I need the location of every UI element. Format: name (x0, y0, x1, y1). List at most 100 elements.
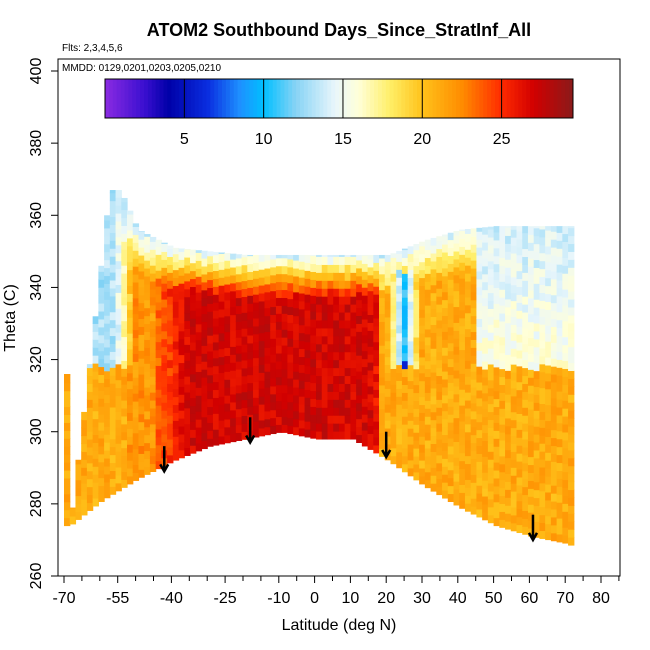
heatmap-cell (430, 276, 437, 286)
heatmap-cell (482, 408, 489, 418)
heatmap-cell (155, 333, 162, 343)
heatmap-cell (161, 275, 168, 284)
heatmap-cell (167, 415, 174, 424)
heatmap-cell (207, 366, 214, 376)
heatmap-cell (109, 462, 117, 471)
heatmap-cell (447, 485, 455, 495)
heatmap-cell (144, 355, 151, 364)
heatmap-cell (562, 328, 569, 338)
heatmap-cell (470, 299, 478, 309)
heatmap-cell (115, 387, 122, 397)
heatmap-cell (190, 397, 197, 407)
heatmap-cell (298, 300, 306, 310)
heatmap-cell (413, 416, 420, 425)
heatmap-cell (459, 341, 466, 351)
heatmap-cell (556, 518, 563, 527)
heatmap-cell (413, 352, 420, 362)
heatmap-cell (241, 280, 248, 290)
heatmap-cell (104, 465, 111, 475)
heatmap-cell (310, 326, 317, 336)
heatmap-cell (539, 347, 546, 357)
heatmap-cell (442, 251, 449, 261)
heatmap-cell (144, 402, 151, 412)
heatmap-cell (516, 254, 523, 264)
heatmap-cell (522, 510, 529, 519)
heatmap-cell (218, 316, 225, 326)
colorbar-swatch (296, 79, 301, 118)
heatmap-cell (264, 379, 271, 388)
heatmap-cell (115, 435, 122, 444)
heatmap-cell (384, 277, 392, 286)
heatmap-cell (482, 234, 489, 243)
heatmap-cell (407, 404, 415, 413)
heatmap-cell (167, 280, 174, 289)
heatmap-cell (86, 486, 94, 496)
heatmap-cell (556, 525, 563, 535)
heatmap-cell (419, 380, 426, 390)
heatmap-cell (127, 333, 134, 342)
colorbar-swatch (444, 79, 449, 118)
heatmap-cell (470, 482, 478, 491)
heatmap-cell (247, 303, 254, 312)
heatmap-cell (92, 323, 99, 332)
heatmap-cell (333, 415, 340, 424)
heatmap-cell (568, 537, 575, 546)
heatmap-cell (516, 302, 523, 311)
heatmap-cell (104, 346, 111, 356)
heatmap-cell (338, 375, 346, 384)
heatmap-cell (424, 320, 432, 330)
heatmap-cell (568, 418, 575, 427)
heatmap-cell (533, 251, 541, 261)
heatmap-cell (556, 264, 563, 273)
heatmap-cell (350, 335, 357, 345)
heatmap-cell (132, 456, 140, 466)
heatmap-cell (447, 358, 455, 368)
heatmap-cell (310, 287, 317, 296)
heatmap-cell (510, 491, 518, 500)
heatmap-cell (499, 281, 506, 290)
heatmap-cell (304, 413, 311, 422)
heatmap-cell (121, 249, 128, 258)
heatmap-cell (310, 311, 317, 320)
heatmap-cell (430, 459, 437, 468)
heatmap-cell (310, 390, 317, 399)
heatmap-cell (550, 389, 558, 399)
heatmap-cell (545, 364, 552, 374)
heatmap-cell (230, 425, 237, 435)
heatmap-cell (419, 285, 426, 294)
heatmap-cell (230, 306, 237, 316)
heatmap-cell (464, 431, 472, 441)
heatmap-cell (127, 269, 134, 279)
heatmap-cell (253, 389, 260, 398)
heatmap-cell (304, 341, 311, 351)
heatmap-cell (447, 342, 455, 352)
colorbar-swatch (393, 79, 398, 118)
heatmap-cell (436, 486, 443, 496)
heatmap-cell (556, 319, 563, 329)
heatmap-cell (516, 445, 523, 454)
heatmap-cell (333, 343, 340, 353)
heatmap-cell (516, 238, 523, 248)
heatmap-cell (533, 226, 541, 229)
heatmap-cell (522, 415, 529, 424)
heatmap-cell (522, 304, 529, 313)
heatmap-cell (505, 370, 512, 379)
heatmap-cell (258, 284, 266, 294)
heatmap-cell (275, 345, 283, 354)
heatmap-cell (424, 479, 432, 489)
heatmap-cell (333, 311, 340, 321)
colorbar-swatch (183, 79, 188, 118)
heatmap-cell (184, 272, 191, 282)
heatmap-cell (149, 273, 157, 282)
heatmap-cell (367, 330, 374, 339)
heatmap-cell (539, 451, 546, 460)
heatmap-cell (293, 418, 300, 428)
heatmap-cell (470, 379, 478, 388)
heatmap-cell (235, 376, 243, 386)
heatmap-cell (155, 293, 162, 303)
heatmap-cell (361, 263, 369, 272)
heatmap-cell (64, 382, 71, 392)
heatmap-cell (132, 408, 140, 418)
heatmap-cell (316, 254, 323, 257)
colorbar-swatch (222, 79, 227, 118)
